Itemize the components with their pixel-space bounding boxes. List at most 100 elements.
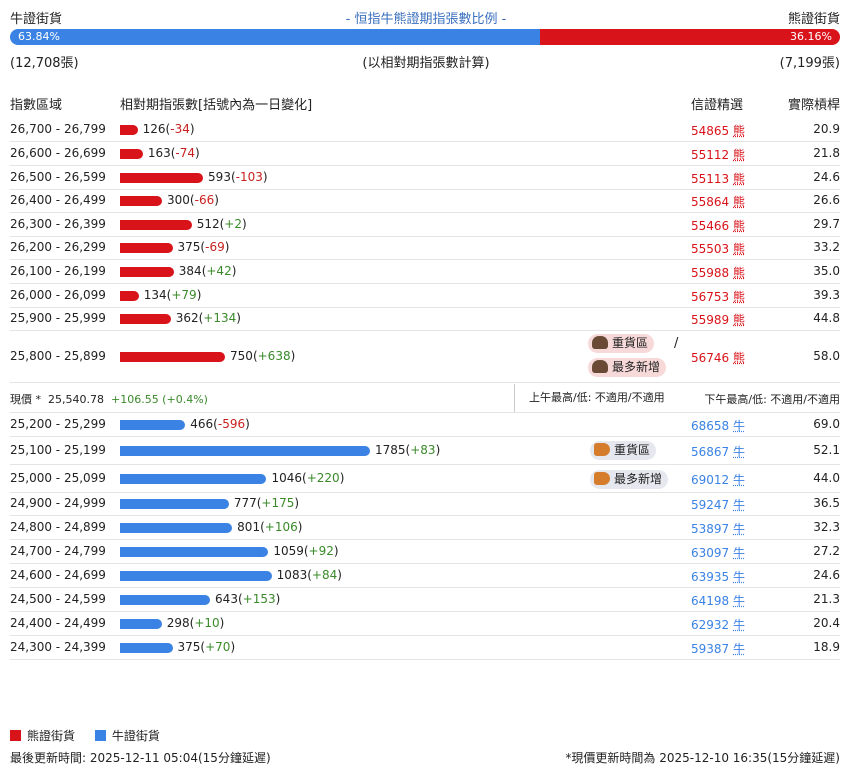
warrant-code-link[interactable]: 56753 熊 xyxy=(691,288,745,305)
contracts-change: (-74) xyxy=(170,146,200,160)
table-row: 26,300 - 26,399 512(+2) 55466 熊 29.7 xyxy=(10,214,840,237)
contracts-value: 300(-66) xyxy=(167,193,219,207)
warrant-code-link[interactable]: 69012 牛 xyxy=(691,471,745,488)
effective-leverage: 21.3 xyxy=(813,592,840,606)
badge-separator: / xyxy=(674,336,679,351)
warrant-code-link[interactable]: 63097 牛 xyxy=(691,544,745,561)
effective-leverage: 26.6 xyxy=(813,193,840,207)
contracts-count: 1083 xyxy=(276,568,308,582)
bear-heavy-zone-badge: 重貨區 xyxy=(588,334,655,353)
warrant-code-link[interactable]: 53897 牛 xyxy=(691,520,745,537)
warrant-code-link[interactable]: 55864 熊 xyxy=(691,193,745,210)
bear-outstanding-label: 熊證街貨 xyxy=(787,12,840,27)
warrant-code: 53897 xyxy=(691,522,730,536)
index-range: 26,600 - 26,699 xyxy=(10,146,106,160)
effective-leverage: 24.6 xyxy=(813,170,840,184)
contracts-value: 1083(+84) xyxy=(277,568,342,582)
effective-leverage: 29.7 xyxy=(813,217,840,231)
warrant-code: 56746 xyxy=(691,350,730,365)
contracts-value: 1046(+220) xyxy=(271,471,344,485)
warrant-direction: 牛 xyxy=(733,473,746,487)
effective-leverage: 52.1 xyxy=(813,442,840,457)
contracts-count: 466 xyxy=(190,417,214,431)
table-row: 24,500 - 24,599 643(+153) 64198 牛 21.3 xyxy=(10,589,840,612)
warrant-code-link[interactable]: 55503 熊 xyxy=(691,240,745,257)
table-row: 24,300 - 24,399 375(+70) 59387 牛 18.9 xyxy=(10,637,840,660)
effective-leverage: 33.2 xyxy=(813,240,840,254)
bear-contracts-bar xyxy=(120,173,204,183)
warrant-code-link[interactable]: 62932 牛 xyxy=(691,616,745,633)
bull-icon xyxy=(594,472,610,485)
legend-bear-label: 熊證街貨 xyxy=(27,729,76,743)
contracts-count: 1059 xyxy=(273,544,304,558)
col-contracts: 相對期指張數[括號內為一日變化] xyxy=(120,98,313,113)
effective-leverage: 18.9 xyxy=(813,640,840,654)
contracts-value: 593(-103) xyxy=(208,170,268,184)
current-price-row: 現價 * 25,540.78 +106.55 (+0.4%) 上午最高/低: 不… xyxy=(10,384,840,413)
contracts-count: 362 xyxy=(175,311,199,325)
bear-contracts-bar xyxy=(120,243,173,253)
col-leverage: 實際槓桿 xyxy=(787,98,840,113)
contracts-count: 750 xyxy=(230,348,253,363)
change-value: -66 xyxy=(194,193,215,207)
contracts-value: 1785(+83) xyxy=(375,443,440,457)
contracts-change: (+92) xyxy=(303,544,339,558)
contracts-change: (+106) xyxy=(260,520,303,534)
warrant-direction: 熊 xyxy=(733,313,746,327)
warrant-code-link[interactable]: 68658 牛 xyxy=(691,417,745,434)
warrant-code-link[interactable]: 59387 牛 xyxy=(691,640,745,657)
warrant-code-link[interactable]: 63935 牛 xyxy=(691,568,745,585)
table-row: 26,700 - 26,799 126(-34) 54865 熊 20.9 xyxy=(10,119,840,142)
table-row: 25,800 - 25,899 750(+638) 56746 熊 58.0 重貨區 最多… xyxy=(10,331,840,383)
contracts-count: 1046 xyxy=(271,471,303,485)
contracts-value: 126(-34) xyxy=(143,122,195,136)
index-range: 25,100 - 25,199 xyxy=(10,442,106,457)
index-range: 26,400 - 26,499 xyxy=(10,193,106,207)
change-value: -69 xyxy=(205,240,225,254)
table-row: 24,800 - 24,899 801(+106) 53897 牛 32.3 xyxy=(10,517,840,540)
contracts-value: 375(+70) xyxy=(178,640,236,654)
index-range: 24,900 - 24,999 xyxy=(10,496,106,510)
warrant-code: 55989 xyxy=(691,313,730,327)
warrant-code-link[interactable]: 55112 熊 xyxy=(691,146,745,163)
warrant-direction: 牛 xyxy=(733,498,746,512)
change-value: -74 xyxy=(175,146,196,160)
bull-contracts-bar xyxy=(120,499,229,509)
contracts-change: (+220) xyxy=(302,471,345,485)
contracts-change: (+83) xyxy=(405,442,441,457)
table-row: 24,900 - 24,999 777(+175) 59247 牛 36.5 xyxy=(10,493,840,516)
contracts-value: 466(-596) xyxy=(190,417,250,431)
table-row: 25,200 - 25,299 466(-596) 68658 牛 69.0 xyxy=(10,414,840,437)
bull-ratio-segment: 63.84% xyxy=(10,29,540,45)
warrant-code-link[interactable]: 64198 牛 xyxy=(691,592,745,609)
effective-leverage: 24.6 xyxy=(813,568,840,582)
warrant-code-link[interactable]: 55466 熊 xyxy=(691,217,745,234)
change-value: +83 xyxy=(410,442,436,457)
contract-counts: (12,708張) (以相對期指張數計算) (7,199張) xyxy=(0,52,852,71)
warrant-code-link[interactable]: 55988 熊 xyxy=(691,264,745,281)
bull-contracts-bar xyxy=(120,619,162,629)
contracts-count: 643 xyxy=(215,592,238,606)
warrant-code-link[interactable]: 56746 熊 xyxy=(691,349,745,366)
warrant-code: 54865 xyxy=(691,124,730,138)
warrant-code-link[interactable]: 56867 牛 xyxy=(691,443,745,460)
contracts-count: 512 xyxy=(196,217,220,231)
bull-bear-ratio-bar: 63.84% 36.16% xyxy=(10,29,840,45)
table-row: 24,600 - 24,699 1083(+84) 63935 牛 24.6 xyxy=(10,565,840,588)
warrant-code: 62932 xyxy=(691,618,730,632)
legend: 熊證街貨 牛證街貨 xyxy=(10,727,176,744)
contracts-change: (-66) xyxy=(189,193,219,207)
change-value: +92 xyxy=(308,544,334,558)
warrant-direction: 牛 xyxy=(733,546,746,560)
warrant-code-link[interactable]: 54865 熊 xyxy=(691,122,745,139)
warrant-code: 63097 xyxy=(691,546,730,560)
warrant-code-link[interactable]: 55113 熊 xyxy=(691,170,745,187)
contracts-change: (+134) xyxy=(198,311,241,325)
index-range: 25,900 - 25,999 xyxy=(10,311,106,325)
warrant-code: 56753 xyxy=(691,290,730,304)
warrant-code-link[interactable]: 59247 牛 xyxy=(691,496,745,513)
warrant-direction: 熊 xyxy=(733,172,746,186)
table-row: 25,000 - 25,099 1046(+220) 69012 牛 44.0 最多新增 xyxy=(10,466,840,493)
warrant-code-link[interactable]: 55989 熊 xyxy=(691,311,745,328)
bull-contracts-bar xyxy=(120,420,186,430)
